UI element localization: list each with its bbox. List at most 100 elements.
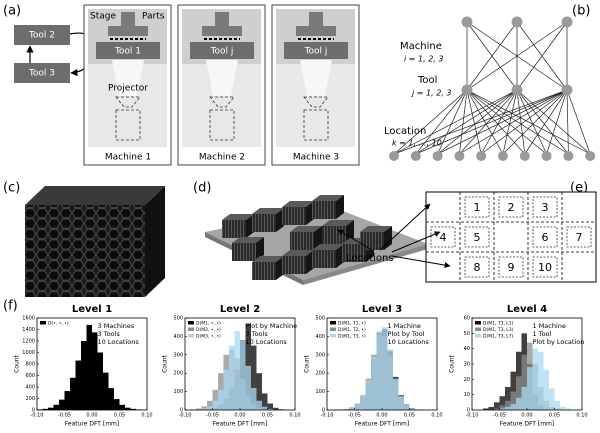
x-tick-label: 0.00 xyxy=(376,413,387,419)
bar xyxy=(560,406,566,410)
tool-node xyxy=(561,84,573,96)
x-tick-label: -0.10 xyxy=(466,413,479,419)
y-tick-label: 10 xyxy=(464,392,470,398)
x-tick-label: -0.05 xyxy=(206,413,219,419)
legend-label: D(M1, •, •) xyxy=(196,321,221,327)
legend-swatch xyxy=(188,321,194,325)
edge xyxy=(437,89,518,155)
location-node xyxy=(410,151,421,161)
index-label: k = 1, …, 10 xyxy=(392,139,442,148)
part-front xyxy=(252,214,276,232)
x-tick-label: 0.10 xyxy=(141,413,152,419)
bar xyxy=(81,341,87,410)
y-tick-label: 300 xyxy=(315,352,325,358)
bar xyxy=(527,367,533,410)
chart-title: Level 4 xyxy=(507,304,547,315)
panel-label: (f) xyxy=(3,299,18,314)
edge xyxy=(459,89,568,155)
x-tick-label: 0.10 xyxy=(431,413,442,419)
y-tick-label: 200 xyxy=(315,371,325,377)
y-tick-label: 60 xyxy=(464,316,470,322)
part-front xyxy=(290,232,314,250)
y-axis-label: Count xyxy=(162,354,169,372)
bar xyxy=(108,388,114,410)
cell-part xyxy=(464,226,490,248)
annotation: 10 Locations xyxy=(246,338,288,346)
bar xyxy=(516,376,522,410)
arrow xyxy=(391,255,451,269)
edge xyxy=(524,89,568,155)
arrow xyxy=(379,203,431,251)
bar xyxy=(245,365,251,410)
edge xyxy=(466,21,518,91)
edge xyxy=(466,89,569,155)
location-node xyxy=(519,151,530,161)
legend-swatch xyxy=(188,334,194,338)
part-top xyxy=(252,256,284,262)
bar xyxy=(256,373,262,410)
bar xyxy=(376,330,382,410)
location-node xyxy=(389,151,399,161)
edge xyxy=(466,89,591,155)
machine-node xyxy=(561,16,573,28)
x-tick-label: 0.10 xyxy=(289,413,300,419)
bar xyxy=(42,408,48,410)
panel-label: (c) xyxy=(3,181,20,196)
edge xyxy=(415,89,518,155)
edge xyxy=(415,89,568,155)
legend-swatch xyxy=(40,321,46,325)
y-tick-label: 300 xyxy=(173,352,183,358)
bar xyxy=(207,400,213,410)
bar xyxy=(234,330,240,410)
edge xyxy=(480,89,518,155)
bar xyxy=(360,396,366,410)
bar xyxy=(510,391,516,410)
location-node xyxy=(498,151,508,161)
bar xyxy=(267,408,273,410)
machine-label: Machine 2 xyxy=(199,153,245,163)
tool-label: Tool j xyxy=(210,47,234,57)
x-tick-label: -0.10 xyxy=(31,413,44,419)
edge xyxy=(566,89,591,155)
y-tick-label: 100 xyxy=(315,389,325,395)
y-tick-label: 100 xyxy=(173,389,183,395)
histogram: 0 100 200 300 400 500 -0.10 -0.05 0.00 0.05 0.10 Le… xyxy=(162,304,301,428)
bar xyxy=(70,377,76,410)
bar xyxy=(365,380,371,410)
annotation: 3 Machines xyxy=(98,322,135,330)
bar xyxy=(251,345,257,410)
tool-label: Tool 3 xyxy=(28,69,55,79)
bar xyxy=(494,408,500,410)
bar xyxy=(229,345,235,410)
bar xyxy=(207,406,213,410)
legend-label: D(M1, T1, •) xyxy=(338,321,366,327)
level-label: Machine xyxy=(400,41,442,52)
bar xyxy=(92,332,98,410)
bar xyxy=(201,406,207,410)
y-tick-label: 0 xyxy=(180,408,183,414)
x-axis-label: Feature DFT [mm] xyxy=(355,421,410,428)
chart-title: Level 1 xyxy=(72,304,112,315)
network xyxy=(389,16,596,161)
edge xyxy=(466,21,568,91)
bar xyxy=(212,389,218,410)
x-axis-label: Feature DFT [mm] xyxy=(213,421,268,428)
y-tick-label: 0 xyxy=(322,408,325,414)
cell-part xyxy=(532,196,558,218)
y-axis-label: Count xyxy=(14,354,21,372)
bar xyxy=(387,349,393,410)
bar xyxy=(483,408,489,410)
annotation: Plot by Tool xyxy=(388,330,425,338)
part-front xyxy=(282,207,306,225)
y-tick-label: 400 xyxy=(173,334,183,340)
bar xyxy=(505,387,511,410)
parts xyxy=(222,195,392,280)
part-front xyxy=(282,256,306,274)
bar xyxy=(521,354,527,410)
part-top xyxy=(25,186,165,205)
part-front xyxy=(360,232,384,250)
bar xyxy=(125,407,131,410)
y-tick-label: 30 xyxy=(464,362,470,368)
bar xyxy=(565,408,571,410)
edge xyxy=(466,89,482,155)
